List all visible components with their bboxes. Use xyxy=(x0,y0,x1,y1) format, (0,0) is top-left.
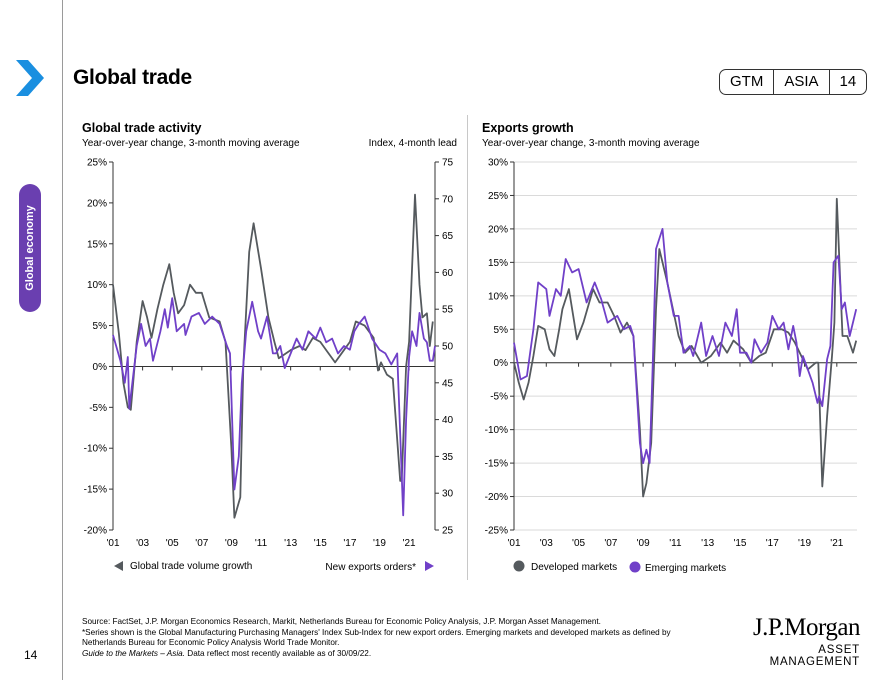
y2-tick-label: 60 xyxy=(442,268,454,279)
footnotes: Source: FactSet, J.P. Morgan Economics R… xyxy=(82,617,702,659)
x-tick-label: '01 xyxy=(106,538,119,549)
x-tick-label: '09 xyxy=(225,538,238,549)
legend-marker xyxy=(513,560,525,572)
x-tick-label: '03 xyxy=(136,538,149,549)
badge-gtm: GTM xyxy=(720,70,775,94)
y-tick-label: 0% xyxy=(93,362,108,373)
y-tick-label: -15% xyxy=(485,459,508,470)
x-tick-label: '05 xyxy=(166,538,179,549)
y2-tick-label: 70 xyxy=(442,194,454,205)
legend-label: Emerging markets xyxy=(645,563,726,574)
logo-name: J.P.Morgan xyxy=(752,614,861,641)
chevron-right-icon xyxy=(16,60,44,96)
y-tick-label: -10% xyxy=(485,425,508,436)
y-tick-label: -20% xyxy=(84,526,107,537)
y-tick-label: 10% xyxy=(87,280,107,291)
y2-tick-label: 40 xyxy=(442,415,454,426)
series-line-emerging-markets xyxy=(513,227,858,465)
chart-divider xyxy=(467,115,468,580)
legend-marker xyxy=(629,561,641,573)
y-tick-label: 25% xyxy=(87,158,107,169)
x-tick-label: '15 xyxy=(733,538,746,549)
y2-tick-label: 75 xyxy=(442,158,454,169)
y-tick-label: -5% xyxy=(89,403,107,414)
x-tick-label: '17 xyxy=(343,538,356,549)
gtm-badge: GTM ASIA 14 xyxy=(719,69,868,95)
logo-sub: ASSET MANAGEMENT xyxy=(769,644,860,668)
legend-label: Developed markets xyxy=(531,562,617,573)
page-title: Global trade xyxy=(73,66,192,89)
chart-global-trade-activity: -20% -15% -10% -5% 0% 5% 10% 15% 20% 25% 25 30 35 40 4… xyxy=(84,158,454,574)
x-tick-label: '13 xyxy=(701,538,714,549)
y2-tick-label: 50 xyxy=(442,342,454,353)
y2-tick-label: 35 xyxy=(442,452,454,463)
series-note: *Series shown is the Global Manufacturin… xyxy=(82,627,671,648)
y-tick-label: 15% xyxy=(488,258,508,269)
y-tick-label: -20% xyxy=(485,492,508,503)
y2-tick-label: 45 xyxy=(442,378,454,389)
y-tick-label: -25% xyxy=(485,526,508,537)
x-tick-label: '07 xyxy=(604,538,617,549)
x-tick-label: '17 xyxy=(766,538,779,549)
y-tick-label: 30% xyxy=(488,158,508,169)
legend-left-arrow-icon xyxy=(114,561,123,571)
left-divider-line xyxy=(62,0,63,680)
jpmorgan-logo: J.P.Morgan ASSET MANAGEMENT xyxy=(738,614,861,668)
y-tick-label: 5% xyxy=(93,321,108,332)
x-tick-label: '13 xyxy=(284,538,297,549)
chart-exports-growth: -25% -20% -15% -10% -5% 0% 5% 10% 15% 20% 25% 30% '0… xyxy=(485,158,858,574)
x-tick-label: '11 xyxy=(669,538,682,549)
x-tick-label: '07 xyxy=(195,538,208,549)
y2-tick-label: 55 xyxy=(442,305,454,316)
y-tick-label: 20% xyxy=(488,224,508,235)
chart2-subtitle: Year-over-year change, 3-month moving av… xyxy=(482,138,700,149)
legend-label: Global trade volume growth xyxy=(130,561,252,572)
series-line-new-exports-orders- xyxy=(112,297,436,517)
guide-date: Data reflect most recently available as … xyxy=(185,648,372,658)
chart1-subtitle: Year-over-year change, 3-month moving av… xyxy=(82,138,300,149)
x-tick-label: '11 xyxy=(255,538,268,549)
chart1-right-axis-label: Index, 4-month lead xyxy=(368,138,457,149)
y-tick-label: 5% xyxy=(494,325,509,336)
badge-page: 14 xyxy=(839,73,857,90)
guide-note: Guide to the Markets – Asia. Data reflec… xyxy=(82,649,702,660)
y-tick-label: 10% xyxy=(488,291,508,302)
y2-tick-label: 65 xyxy=(442,231,454,242)
y2-tick-label: 30 xyxy=(442,489,454,500)
y-tick-label: 0% xyxy=(494,358,509,369)
y2-tick-label: 25 xyxy=(442,526,454,537)
y-tick-label: 20% xyxy=(87,198,107,209)
x-tick-label: '21 xyxy=(830,538,843,549)
x-tick-label: '21 xyxy=(403,538,416,549)
section-tab-global-economy[interactable]: Global economy xyxy=(19,184,41,312)
chart2-title: Exports growth xyxy=(482,121,574,135)
x-tick-label: '05 xyxy=(572,538,585,549)
y-tick-label: -5% xyxy=(490,392,508,403)
legend-label: New exports orders* xyxy=(325,562,416,573)
y-tick-label: 25% xyxy=(488,191,508,202)
x-tick-label: '19 xyxy=(798,538,811,549)
page-number: 14 xyxy=(24,648,38,662)
x-tick-label: '01 xyxy=(507,538,520,549)
x-tick-label: '15 xyxy=(314,538,327,549)
y-tick-label: 15% xyxy=(87,239,107,250)
x-tick-label: '03 xyxy=(540,538,553,549)
series-line-developed-markets xyxy=(513,197,858,498)
source-note: Source: FactSet, J.P. Morgan Economics R… xyxy=(82,617,601,626)
y-tick-label: -15% xyxy=(84,485,107,496)
badge-region: ASIA xyxy=(774,70,830,94)
x-tick-label: '09 xyxy=(637,538,650,549)
chart1-title: Global trade activity xyxy=(82,121,202,135)
y-tick-label: -10% xyxy=(84,444,107,455)
guide-title: Guide to the Markets – Asia. xyxy=(82,648,185,658)
legend-right-arrow-icon xyxy=(425,561,434,571)
series-line-global-trade-volume-growth xyxy=(112,193,434,519)
x-tick-label: '19 xyxy=(373,538,386,549)
